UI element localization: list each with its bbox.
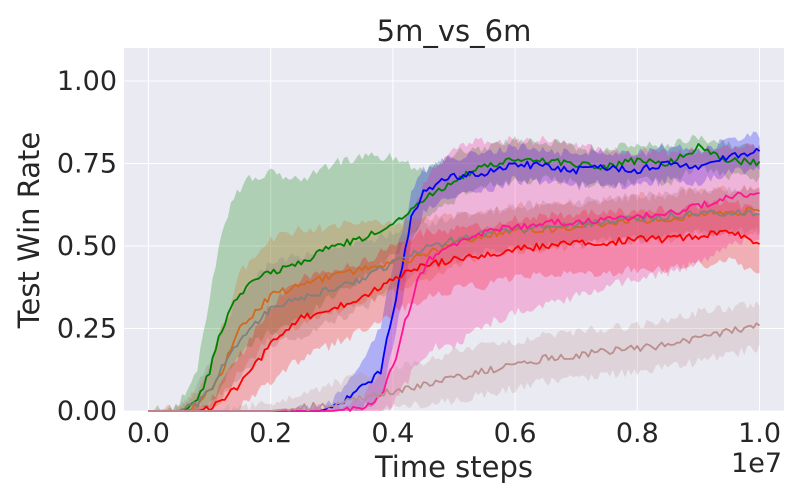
series-1-line — [148, 143, 761, 412]
series-5-line — [148, 229, 760, 412]
y-tick-label: 0.00 — [57, 396, 117, 427]
x-tick-label: 0.4 — [371, 418, 414, 449]
y-axis-label: Test Win Rate — [12, 132, 46, 330]
series-5-band — [148, 199, 760, 411]
x-tick-label: 0.8 — [616, 418, 659, 449]
series-2-band — [148, 131, 760, 411]
confidence-bands — [148, 131, 760, 411]
y-tick-label: 0.25 — [57, 314, 117, 345]
plot-background — [124, 48, 784, 411]
y-tick-label: 0.50 — [57, 231, 117, 262]
x-tick-label: 1.0 — [738, 418, 781, 449]
x-axis-offset-label: 1e7 — [731, 448, 782, 479]
chart-title: 5m_vs_6m — [377, 14, 532, 48]
series-7-line — [148, 322, 761, 412]
x-axis-label: Time steps — [374, 450, 533, 484]
series-3-band — [148, 184, 760, 411]
series-6-band — [148, 135, 760, 411]
series-4-band — [148, 185, 760, 411]
series-lines — [148, 143, 761, 412]
y-tick-label: 0.75 — [57, 149, 117, 180]
x-tick-label: 0.2 — [249, 418, 292, 449]
x-tick-label: 0.6 — [494, 418, 537, 449]
x-tick-label: 0.0 — [127, 418, 170, 449]
series-7-band — [148, 301, 760, 411]
y-tick-label: 1.00 — [57, 66, 117, 97]
tick-labels: 0.0 0.2 0.4 0.6 0.8 1.0 0.00 0.25 0.50 0.75 1.00 — [57, 66, 781, 449]
series-1-band — [148, 134, 760, 411]
